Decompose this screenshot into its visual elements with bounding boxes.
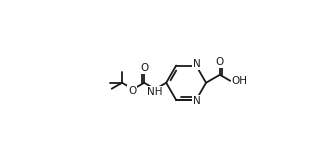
Text: O: O [140, 63, 148, 73]
Text: N: N [192, 59, 200, 69]
Text: O: O [216, 57, 224, 67]
Text: OH: OH [231, 76, 247, 86]
Text: N: N [192, 96, 200, 106]
Text: O: O [128, 86, 136, 96]
Text: NH: NH [147, 87, 162, 97]
